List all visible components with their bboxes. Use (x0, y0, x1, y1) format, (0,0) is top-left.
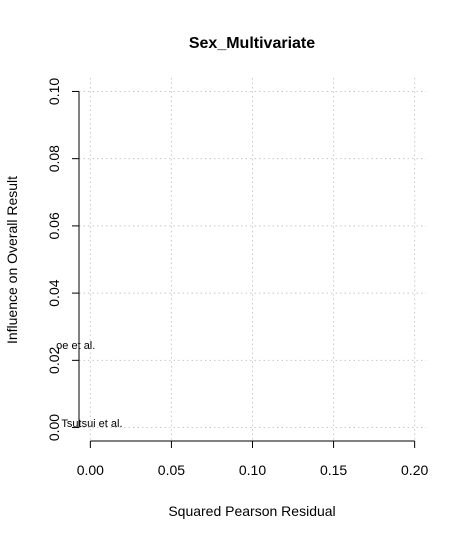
x-tick-label: 0.15 (320, 462, 347, 478)
x-tick-label: 0.00 (77, 462, 104, 478)
x-tick-label: 0.10 (239, 462, 266, 478)
y-tick-label: 0.04 (46, 279, 62, 306)
grid (79, 78, 426, 441)
x-tick-label: 0.20 (401, 462, 428, 478)
y-tick-label: 0.10 (46, 78, 62, 105)
axes: 0.00 0.05 0.10 0.15 0.20 0.00 0.02 0.04 0.06 0.08… (46, 78, 428, 478)
data-points: oe et al. Tsutsui et al. (56, 340, 122, 430)
chart-title: Sex_Multivariate (189, 35, 315, 52)
y-tick-label: 0.00 (46, 414, 62, 441)
y-tick-label: 0.08 (46, 145, 62, 172)
point-label: Tsutsui et al. (61, 418, 122, 430)
y-tick-label: 0.06 (46, 212, 62, 239)
y-tick-label: 0.02 (46, 346, 62, 373)
y-axis-label: Influence on Overall Result (4, 176, 20, 344)
point-label: oe et al. (56, 340, 95, 352)
x-tick-label: 0.05 (158, 462, 185, 478)
x-axis-label: Squared Pearson Residual (168, 503, 335, 519)
